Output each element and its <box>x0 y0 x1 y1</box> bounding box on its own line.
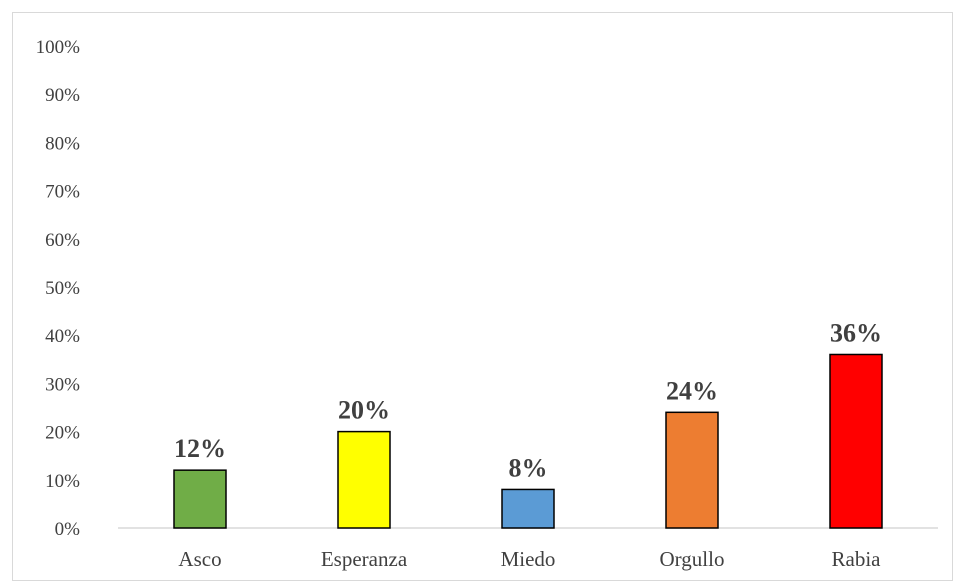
data-label-rabia: 36% <box>830 318 882 347</box>
y-tick-label: 30% <box>45 374 80 395</box>
data-label-miedo: 8% <box>509 453 548 482</box>
bar-orgullo <box>665 411 719 529</box>
y-tick-label: 100% <box>36 37 81 58</box>
category-label-miedo: Miedo <box>501 547 556 571</box>
x-axis-category-labels: Asco Esperanza Miedo Orgullo Rabia <box>178 547 881 571</box>
data-label-asco: 12% <box>174 434 226 463</box>
bar-rabia <box>829 353 883 529</box>
chart-area <box>12 12 953 581</box>
bar-miedo <box>501 488 555 529</box>
y-tick-label: 20% <box>45 423 80 444</box>
y-tick-label: 40% <box>45 326 80 347</box>
category-label-esperanza: Esperanza <box>321 547 408 571</box>
y-tick-label: 10% <box>45 471 80 492</box>
category-label-asco: Asco <box>178 547 221 571</box>
bars <box>173 353 883 529</box>
y-tick-label: 0% <box>55 519 81 540</box>
y-tick-label: 90% <box>45 85 80 106</box>
data-labels: 12% 20% 8% 24% 36% <box>174 318 882 482</box>
data-label-esperanza: 20% <box>338 396 390 425</box>
y-axis-tick-labels: 0% 10% 20% 30% 40% 50% 60% 70% 80% 90% 100% <box>36 37 81 540</box>
y-tick-label: 70% <box>45 182 80 203</box>
y-tick-label: 60% <box>45 230 80 251</box>
category-label-orgullo: Orgullo <box>660 547 725 571</box>
bar-esperanza <box>337 430 391 529</box>
y-tick-label: 80% <box>45 133 80 154</box>
y-tick-label: 50% <box>45 278 80 299</box>
category-label-rabia: Rabia <box>832 547 882 571</box>
bar-asco <box>173 469 227 529</box>
data-label-orgullo: 24% <box>666 376 718 405</box>
